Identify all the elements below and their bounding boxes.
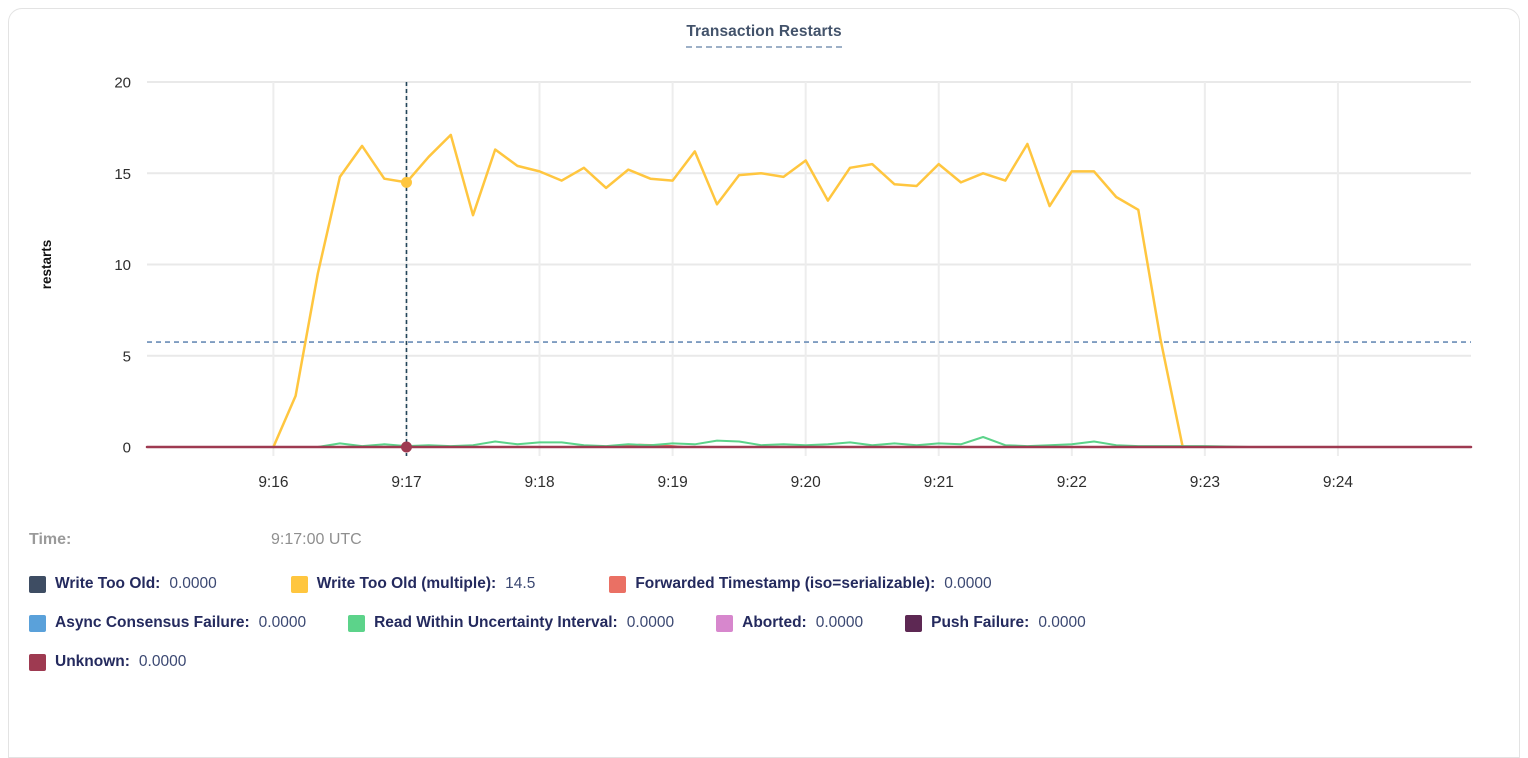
x-tick-label: 9:24 [1323, 474, 1354, 491]
chart-title[interactable]: Transaction Restarts [686, 23, 842, 48]
chart-legend: Write Too Old: 0.0000 Write Too Old (multi… [29, 575, 1519, 671]
legend-item-write-too-old-multiple[interactable]: Write Too Old (multiple): 14.5 [290, 575, 536, 593]
legend-value: 0.0000 [138, 653, 187, 670]
legend-row-3: Unknown: 0.0000 [29, 653, 1519, 671]
legend-row-1: Write Too Old: 0.0000 Write Too Old (multi… [29, 575, 1519, 593]
legend-item-write-too-old[interactable]: Write Too Old: 0.0000 [29, 575, 217, 593]
y-tick-label: 15 [114, 166, 131, 183]
line-chart[interactable]: 0 5 10 15 20 9:16 9:17 9:18 9:19 9:20 9:21 9:22 9:23… [9, 57, 1521, 505]
legend-item-read-within-uncertainty-interval[interactable]: Read Within Uncertainty Interval: 0.0000 [348, 614, 674, 632]
chart-line-write-too-old-multiple [272, 133, 1184, 449]
x-tick-label: 9:23 [1190, 474, 1220, 491]
x-tick-label: 9:20 [791, 474, 822, 491]
legend-label: Forwarded Timestamp (iso=serializable): [635, 575, 936, 592]
legend-value: 0.0000 [1038, 614, 1086, 631]
legend-item-async-consensus-failure[interactable]: Async Consensus Failure: 0.0000 [29, 614, 306, 632]
legend-value: 0.0000 [258, 614, 307, 631]
legend-label: Unknown: [55, 653, 130, 670]
legend-item-aborted[interactable]: Aborted: 0.0000 [716, 614, 863, 632]
hover-time-row: Time: 9:17:00 UTC [29, 531, 1519, 555]
y-tick-label: 0 [123, 440, 131, 457]
legend-label: Aborted: [742, 614, 807, 631]
legend-label: Push Failure: [931, 614, 1030, 631]
y-tick-label: 5 [123, 348, 131, 365]
hover-dot-unknown [400, 441, 412, 453]
time-label: Time: [29, 531, 72, 548]
legend-swatch-read-within-uncertainty-interval [348, 614, 366, 632]
x-tick-label: 9:17 [391, 474, 421, 491]
chart-plot-area[interactable]: 0 5 10 15 20 9:16 9:17 9:18 9:19 9:20 9:21 9:22 9:23… [9, 57, 1521, 505]
legend-value: 0.0000 [815, 614, 864, 631]
hover-dot-write-too-old-multiple [400, 176, 412, 188]
legend-swatch-write-too-old [29, 575, 46, 593]
y-tick-label: 10 [114, 257, 131, 274]
legend-swatch-forwarded-timestamp-iso-serializable [609, 575, 627, 593]
grid [147, 81, 1471, 456]
x-tick-label: 9:18 [524, 474, 554, 491]
x-tick-label: 9:19 [658, 474, 688, 491]
legend-swatch-aborted [716, 614, 734, 632]
x-tick-label: 9:16 [258, 474, 288, 491]
legend-swatch-write-too-old-multiple [290, 575, 308, 593]
legend-value: 14.5 [505, 575, 536, 592]
x-tick-label: 9:22 [1057, 474, 1087, 491]
legend-label: Read Within Uncertainty Interval: [374, 614, 618, 631]
legend-item-forwarded-timestamp-iso-serializable[interactable]: Forwarded Timestamp (iso=serializable): 0… [609, 575, 992, 593]
legend-swatch-async-consensus-failure [29, 614, 46, 632]
y-axis-label: restarts [39, 240, 54, 290]
y-tick-label: 20 [114, 75, 131, 92]
legend-swatch-unknown [29, 653, 46, 671]
metric-chart-card: Transaction Restarts 0 5 10 15 20 9:16 9:17 9:1… [8, 8, 1520, 758]
legend-label: Write Too Old: [55, 575, 161, 592]
chart-header: Transaction Restarts [9, 23, 1519, 57]
legend-swatch-push-failure [905, 614, 923, 632]
time-value: 9:17:00 UTC [271, 531, 362, 548]
legend-value: 0.0000 [626, 614, 675, 631]
legend-label: Async Consensus Failure: [55, 614, 250, 631]
legend-item-push-failure[interactable]: Push Failure: 0.0000 [905, 614, 1086, 632]
legend-label: Write Too Old (multiple): [316, 575, 497, 592]
x-tick-label: 9:21 [924, 474, 954, 491]
chart-line-read-within-uncertainty-interval [316, 436, 1251, 448]
legend-value: 0.0000 [944, 575, 992, 592]
legend-item-unknown[interactable]: Unknown: 0.0000 [29, 653, 186, 671]
legend-value: 0.0000 [169, 575, 217, 592]
legend-row-2: Async Consensus Failure: 0.0000 Read Withi… [29, 614, 1519, 632]
